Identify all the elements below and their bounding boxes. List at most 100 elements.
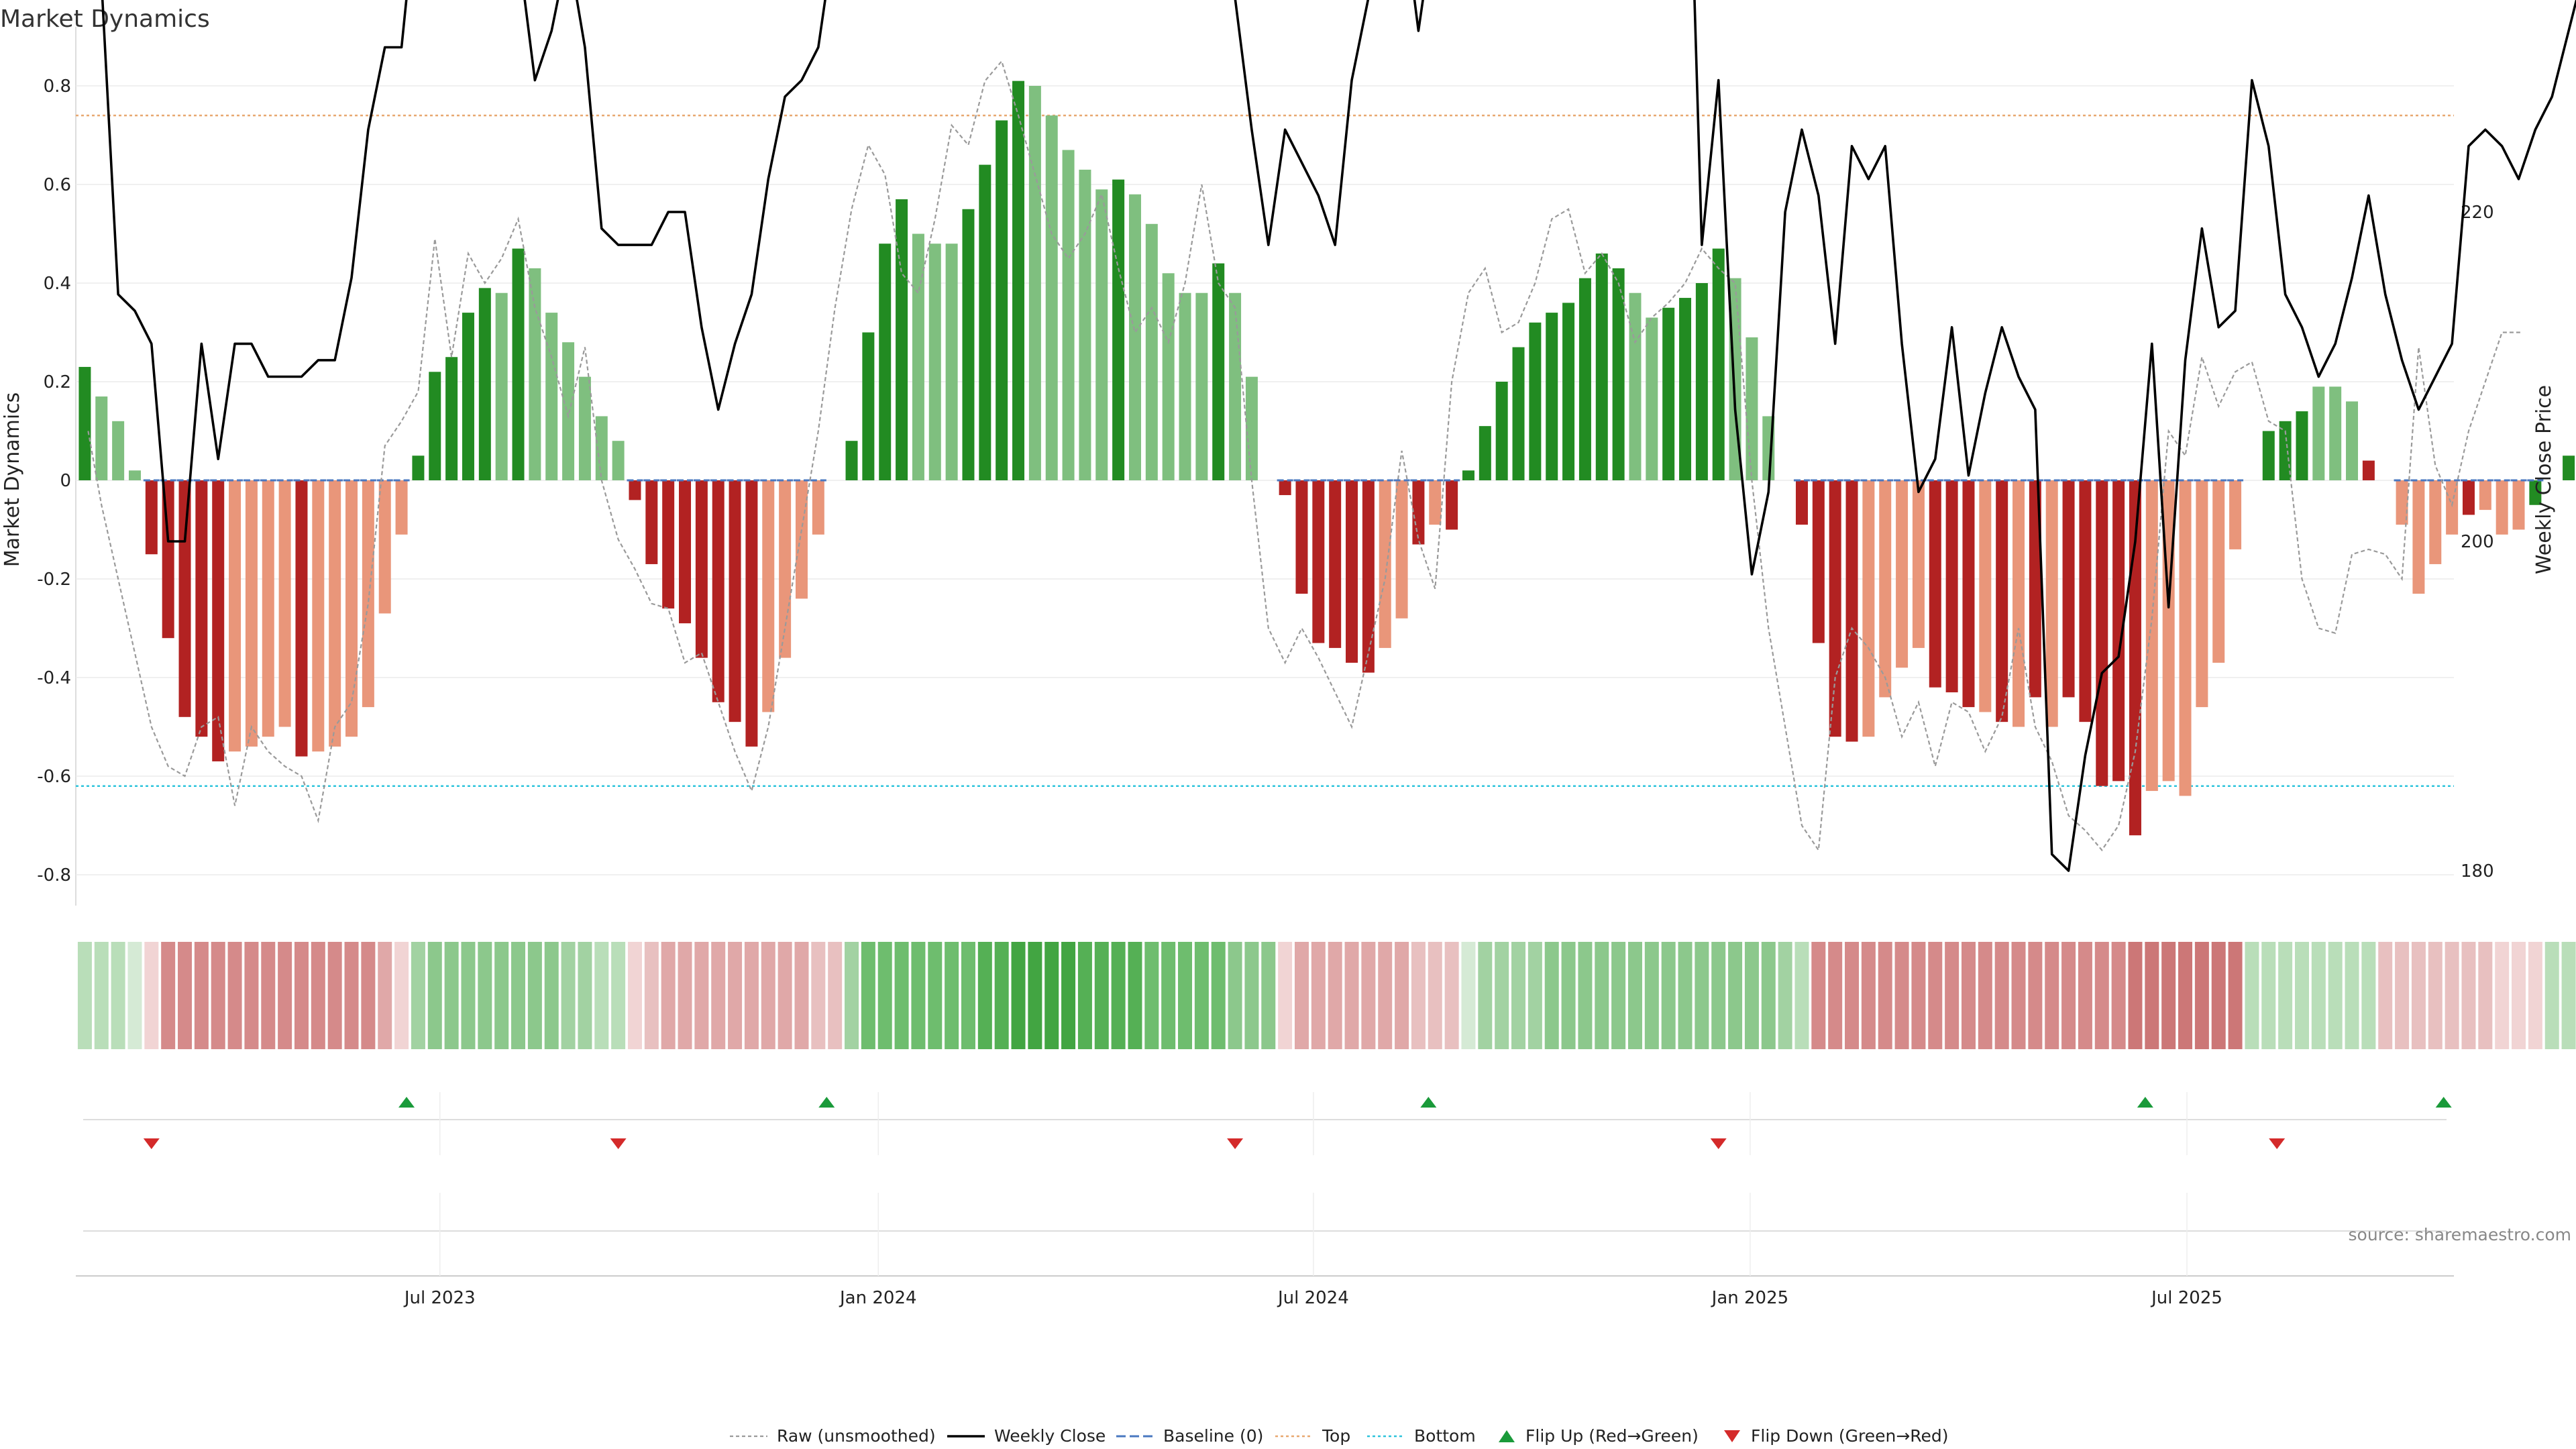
heat-cell <box>2461 942 2476 1049</box>
bar <box>1996 480 2008 722</box>
heat-cell <box>1478 942 1493 1049</box>
heat-cell <box>728 942 743 1049</box>
bar <box>1162 273 1175 480</box>
bar <box>1045 115 1058 481</box>
heat-cell <box>1611 942 1626 1049</box>
bar <box>2229 480 2242 549</box>
flip-up-marker <box>2137 1097 2153 1108</box>
heat-cell <box>761 942 775 1049</box>
x-tick-labels: Jul 2023 Jan 2024 Jul 2024 Jan 2025 Jul 2025 <box>403 1288 2222 1308</box>
legend-item-raw: Raw (unsmoothed) <box>730 1426 936 1446</box>
bar <box>2563 455 2575 480</box>
heat-cell <box>244 942 259 1049</box>
right-y-tick-label: 220 <box>2461 203 2494 223</box>
bar <box>662 480 675 609</box>
bar <box>1028 86 1041 480</box>
bar <box>1862 480 1875 737</box>
heat-cell <box>2528 942 2542 1049</box>
bar <box>1929 480 1941 688</box>
heat-cell <box>1461 942 1476 1049</box>
flip-down-marker <box>610 1138 627 1149</box>
heat-cell <box>1411 942 1426 1049</box>
bar <box>562 342 575 480</box>
heat-cell <box>378 942 392 1049</box>
heat-cell <box>2128 942 2143 1049</box>
heat-cell <box>611 942 626 1049</box>
flip-down-marker <box>1710 1138 1727 1149</box>
bar <box>1346 480 1358 663</box>
heat-cell <box>2245 942 2259 1049</box>
bar <box>1412 480 1425 545</box>
heat-cell <box>1544 942 1559 1049</box>
bar <box>1112 179 1125 480</box>
bar <box>879 244 892 480</box>
heat-cell <box>2178 942 2193 1049</box>
x-tick-label: Jul 2024 <box>1277 1288 1349 1308</box>
heat-cell <box>1278 942 1293 1049</box>
heat-cell <box>594 942 609 1049</box>
right-y-ticks: 260240220200180 <box>2461 203 2494 881</box>
bar <box>1629 292 1642 480</box>
heat-cell <box>1111 942 1126 1049</box>
bar <box>2112 480 2125 782</box>
bar <box>1095 189 1108 480</box>
x-tick-label: Jul 2023 <box>403 1288 476 1308</box>
heat-cell <box>1627 942 1642 1049</box>
bar <box>262 480 274 737</box>
heat-cell <box>2228 942 2243 1049</box>
bar <box>212 480 225 761</box>
bar <box>962 209 975 480</box>
bar <box>295 480 308 757</box>
heat-cell <box>2278 942 2293 1049</box>
heat-cell <box>1994 942 2009 1049</box>
bar <box>412 455 425 480</box>
heat-cell <box>1428 942 1442 1049</box>
heat-cell <box>1894 942 1909 1049</box>
heat-cell <box>811 942 826 1049</box>
bar <box>362 480 374 708</box>
bar <box>1795 480 1808 525</box>
bar <box>2096 480 2108 786</box>
heat-cell <box>2411 942 2426 1049</box>
bar <box>345 480 358 737</box>
legend-item-close: Weekly Close <box>947 1426 1106 1446</box>
bar <box>795 480 808 599</box>
bar <box>2145 480 2158 792</box>
heat-cell <box>1294 942 1309 1049</box>
heat-cell <box>444 942 459 1049</box>
legend-item-bottom: Bottom <box>1367 1426 1476 1446</box>
heat-cell <box>1595 942 1609 1049</box>
bar <box>2212 480 2225 663</box>
bar <box>729 480 741 722</box>
bar <box>229 480 241 752</box>
left-y-tick-label: 0 <box>60 471 71 491</box>
bar <box>145 480 158 555</box>
left-y-axis-label: Market Dynamics <box>1 392 24 568</box>
bar <box>1595 253 1608 480</box>
flip-down-marker <box>1227 1138 1244 1149</box>
heat-cell <box>2544 942 2559 1049</box>
left-y-tick-label: 0.6 <box>44 175 71 195</box>
heat-cell <box>1144 942 1159 1049</box>
heat-cell <box>561 942 576 1049</box>
legend-label: Weekly Close <box>994 1426 1106 1446</box>
bar <box>2196 480 2208 708</box>
right-y-tick-label: 200 <box>2461 532 2494 552</box>
heat-cell <box>1644 942 1659 1049</box>
bar <box>1279 480 1291 496</box>
left-y-ticks: 0.8 0.6 0.4 0.2 0 -0.2 -0.4 -0.6 -0.8 <box>37 76 71 885</box>
legend-label: Flip Down (Green→Red) <box>1751 1426 1949 1446</box>
bar <box>1812 480 1825 643</box>
heat-cell <box>961 942 975 1049</box>
flip-panel <box>83 1092 2452 1155</box>
heat-cell <box>2194 942 2209 1049</box>
legend-swatch <box>1499 1430 1515 1442</box>
left-y-tick-label: 0.4 <box>44 274 71 294</box>
bar <box>2446 480 2459 535</box>
heat-cell <box>2311 942 2326 1049</box>
bar <box>278 480 291 727</box>
bar <box>612 441 625 480</box>
bar <box>2279 421 2292 480</box>
bar <box>178 480 191 717</box>
